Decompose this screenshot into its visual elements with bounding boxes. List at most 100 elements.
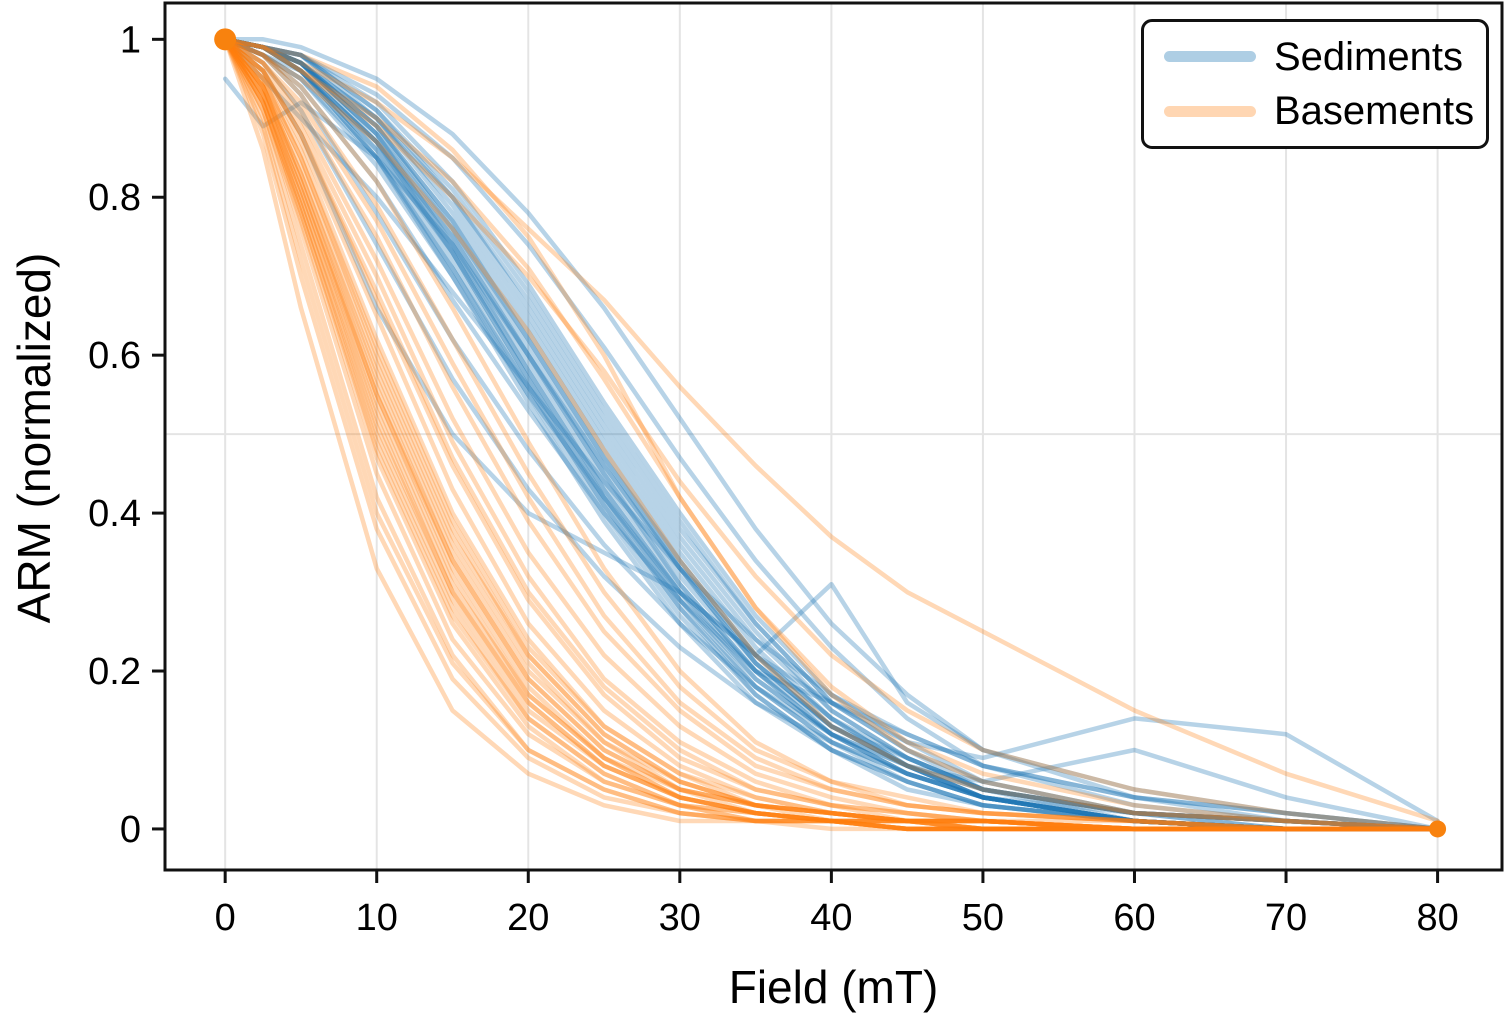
endpoint-marker — [214, 28, 237, 51]
curve-basements — [222, 37, 1440, 832]
sediments-curves — [222, 37, 1440, 832]
curve-basements — [222, 37, 1440, 832]
curve-sediments — [222, 37, 1440, 832]
curve-basements — [222, 37, 1440, 832]
curve-basements — [222, 37, 1440, 832]
curve-sediments — [222, 37, 1440, 832]
gridlines — [165, 3, 1502, 870]
curve-basements — [222, 37, 1440, 832]
curve-sediments — [222, 37, 1440, 832]
curve-basements — [222, 37, 1440, 832]
axis-ticks — [152, 37, 1440, 883]
curve-basements — [222, 37, 1440, 832]
curve-basements — [222, 37, 1440, 832]
sediments-legend-line-icon — [1164, 51, 1256, 63]
curve-basements — [222, 37, 1440, 832]
curve-basements — [222, 37, 1440, 832]
x-tick-label: 10 — [356, 897, 398, 939]
curve-sediments — [222, 37, 1440, 832]
curve-basements — [222, 37, 1440, 832]
curve-sediments — [222, 37, 1440, 832]
curve-basements — [222, 37, 1440, 832]
tick-labels: 0 10 20 30 40 50 60 70 80 0 0.2 0.4 0.6 0.8 1 — [88, 19, 1459, 939]
basements-curves — [222, 37, 1440, 832]
x-axis-label: Field (mT) — [728, 961, 939, 1013]
curve-basements — [222, 37, 1440, 832]
y-tick-label: 0.8 — [88, 177, 141, 219]
curve-basements — [222, 37, 1440, 832]
curve-sediments — [222, 37, 1440, 832]
x-tick-label: 30 — [659, 897, 701, 939]
endpoint-marker — [1429, 820, 1447, 838]
curve-basements — [222, 37, 1440, 832]
curve-basements — [222, 37, 1440, 832]
curve-sediments — [222, 37, 1440, 832]
y-tick-label: 1 — [120, 19, 141, 61]
curve-sediments — [222, 37, 1440, 832]
curve-basements — [222, 37, 1440, 832]
curve-basements — [222, 37, 1440, 832]
curve-basements — [222, 37, 1440, 832]
legend-item-sediments: Sediments — [1164, 37, 1466, 77]
curve-sediments — [222, 37, 1440, 832]
curve-basements — [222, 37, 1440, 832]
legend-label-basements: Basements — [1274, 89, 1475, 134]
x-tick-label: 50 — [962, 897, 1004, 939]
curve-basements — [222, 37, 1440, 832]
curve-sediments — [222, 37, 1440, 832]
curve-sediments — [222, 37, 1440, 832]
curve-basements — [222, 37, 1440, 832]
curve-basements — [222, 37, 1440, 832]
curve-sediments — [222, 37, 1440, 832]
curve-sediments — [222, 37, 1440, 832]
x-tick-label: 80 — [1416, 897, 1458, 939]
curve-basements — [222, 37, 1440, 832]
curve-sediments — [222, 76, 1440, 832]
x-tick-label: 70 — [1265, 897, 1307, 939]
y-tick-label: 0.6 — [88, 335, 141, 377]
curve-basements — [222, 37, 1440, 832]
curve-basements — [222, 37, 1440, 832]
curve-basements — [222, 37, 1440, 832]
curve-basements — [222, 37, 1440, 832]
curve-sediments — [222, 37, 1440, 832]
legend-item-basements: Basements — [1164, 91, 1474, 131]
curve-sediments — [222, 37, 1440, 832]
curve-sediments — [222, 37, 1440, 832]
curve-basements — [222, 37, 1440, 832]
curve-basements — [222, 37, 1440, 832]
basements-legend-line-icon — [1164, 105, 1256, 117]
curve-basements — [222, 37, 1440, 832]
y-tick-label: 0 — [120, 809, 141, 851]
y-tick-label: 0.4 — [88, 493, 141, 535]
x-tick-label: 0 — [215, 897, 236, 939]
curve-sediments — [222, 37, 1440, 832]
curve-sediments — [222, 37, 1440, 832]
x-tick-label: 40 — [810, 897, 852, 939]
axes-spines — [163, 1, 1504, 872]
curve-basements — [222, 37, 1440, 832]
x-tick-label: 60 — [1113, 897, 1155, 939]
curve-basements — [222, 37, 1440, 832]
curve-sediments — [222, 37, 1440, 832]
y-axis-label: ARM (normalized) — [8, 252, 60, 624]
curve-sediments — [222, 37, 1440, 832]
curve-sediments — [222, 37, 1440, 832]
curve-sediments — [222, 37, 1440, 824]
curve-sediments — [222, 37, 1440, 832]
curve-sediments — [222, 37, 1440, 832]
curve-sediments — [222, 37, 1440, 832]
curve-sediments — [222, 37, 1440, 832]
curve-basements — [222, 37, 1440, 824]
curve-basements — [222, 37, 1440, 832]
x-tick-label: 20 — [507, 897, 549, 939]
curve-sediments — [222, 37, 1440, 832]
legend-label-sediments: Sediments — [1274, 34, 1463, 79]
y-tick-label: 0.2 — [88, 651, 141, 693]
endpoint-markers — [214, 28, 1447, 838]
curve-sediments — [222, 37, 1440, 832]
legend: Sediments Basements — [1141, 19, 1489, 149]
curve-sediments — [222, 37, 1440, 832]
